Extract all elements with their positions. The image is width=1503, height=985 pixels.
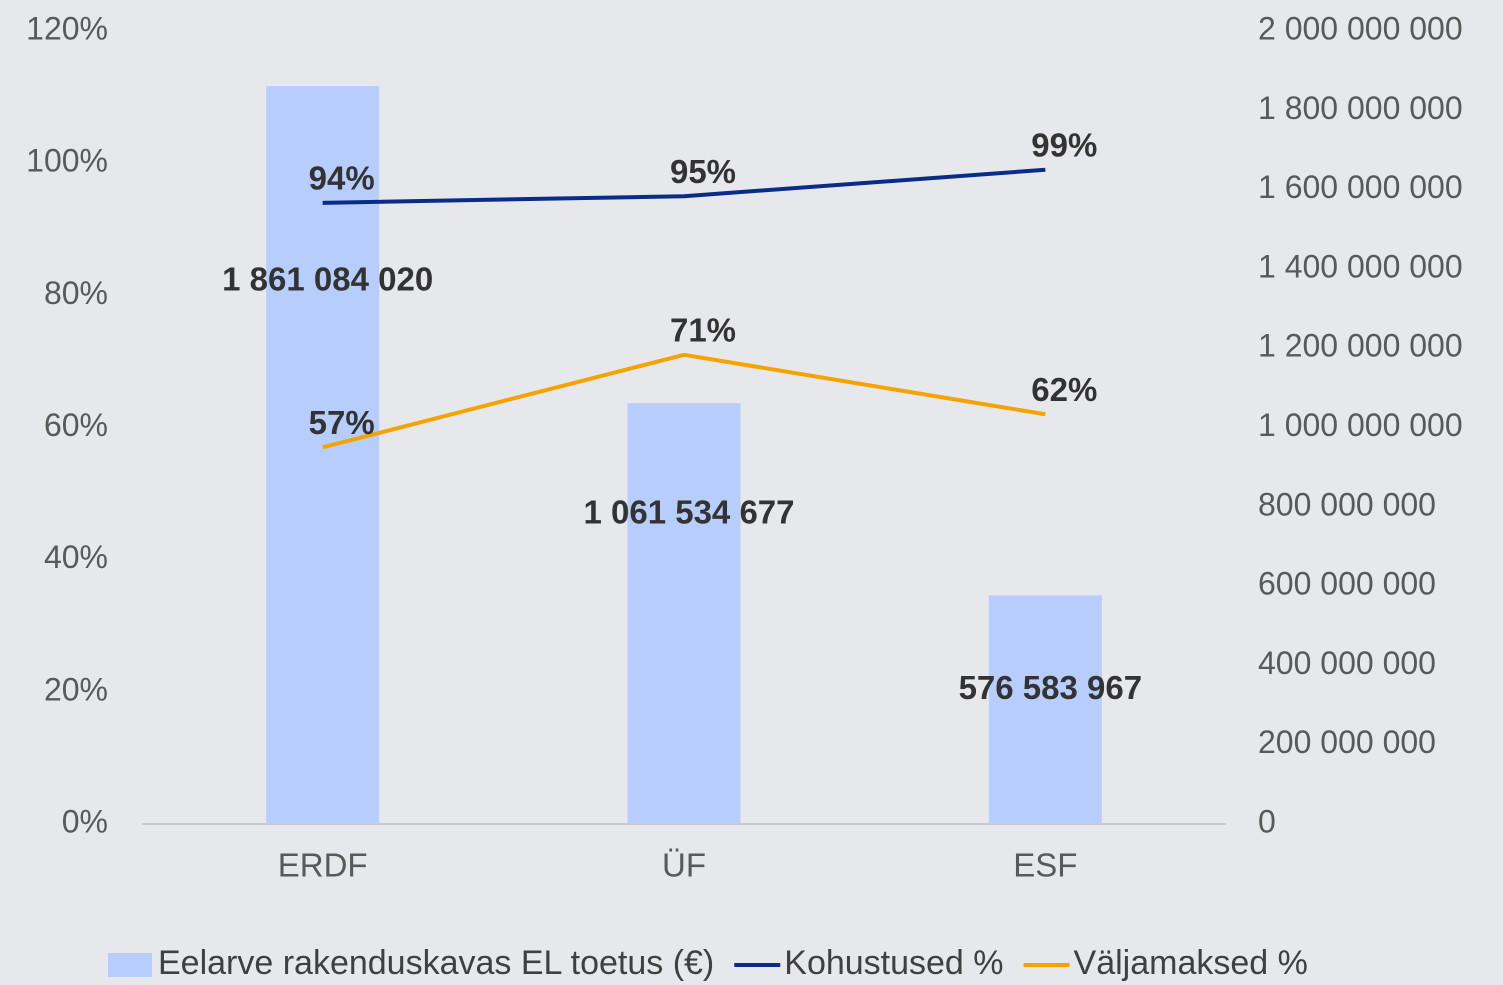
line-value-label: 99% xyxy=(1031,126,1097,163)
legend-label: Eelarve rakenduskavas EL toetus (€) xyxy=(158,944,714,982)
y2-tick-label: 1 800 000 000 xyxy=(1258,90,1463,126)
legend-swatch xyxy=(108,953,152,977)
page: 0% 20% 40% 60% 80% 100% 120% 0 200 000 000 400 00… xyxy=(0,0,1503,985)
bar xyxy=(628,403,741,824)
y-tick-label: 80% xyxy=(44,275,108,311)
y-tick-label: 120% xyxy=(26,10,108,46)
legend-label: Kohustused % xyxy=(784,944,1003,982)
x-tick-label: ESF xyxy=(1013,847,1077,884)
line-value-label: 71% xyxy=(670,312,736,349)
bar xyxy=(266,86,379,824)
y-tick-label: 60% xyxy=(44,407,108,443)
y2-tick-label: 200 000 000 xyxy=(1258,724,1436,760)
bar-value-label: 1 861 084 020 xyxy=(222,260,433,297)
y2-tick-label: 1 200 000 000 xyxy=(1258,328,1463,364)
bar xyxy=(989,595,1102,824)
y2-tick-label: 1 000 000 000 xyxy=(1258,407,1463,443)
y-tick-label: 40% xyxy=(44,539,108,575)
x-tick-label: ERDF xyxy=(278,847,368,884)
y-tick-label: 100% xyxy=(26,143,108,179)
legend-label: Väljamaksed % xyxy=(1074,944,1308,982)
y2-tick-label: 400 000 000 xyxy=(1258,645,1436,681)
line-value-label: 94% xyxy=(309,160,375,197)
x-tick-label: ÜF xyxy=(662,847,706,884)
y-tick-label: 20% xyxy=(44,671,108,707)
y-tick-label: 0% xyxy=(62,803,108,839)
chart: 0% 20% 40% 60% 80% 100% 120% 0 200 000 000 400 00… xyxy=(0,0,1503,985)
y2-tick-label: 2 000 000 000 xyxy=(1258,10,1463,46)
y2-tick-label: 1 400 000 000 xyxy=(1258,248,1463,284)
y2-tick-label: 1 600 000 000 xyxy=(1258,169,1463,205)
line-value-label: 57% xyxy=(309,404,375,441)
y2-tick-label: 0 xyxy=(1258,803,1276,839)
bar-value-label: 1 061 534 677 xyxy=(583,493,794,530)
line-value-label: 62% xyxy=(1031,371,1097,408)
y2-tick-label: 600 000 000 xyxy=(1258,566,1436,602)
bar-value-label: 576 583 967 xyxy=(959,669,1143,706)
line-value-label: 95% xyxy=(670,153,736,190)
y2-tick-label: 800 000 000 xyxy=(1258,486,1436,522)
